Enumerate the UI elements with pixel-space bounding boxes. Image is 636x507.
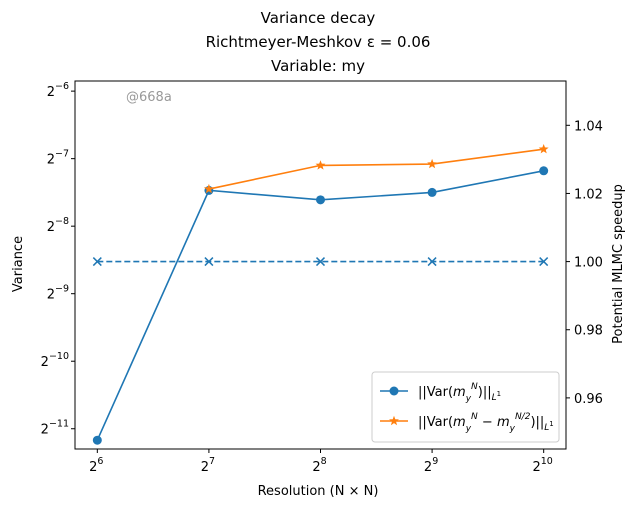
- legend-marker: [389, 386, 399, 396]
- data-point: [316, 195, 325, 205]
- left-y-tick-label: 2−11: [41, 419, 69, 438]
- legend-marker: [389, 415, 399, 426]
- data-point: [92, 435, 102, 445]
- left-y-tick-label: 2−8: [47, 216, 69, 235]
- title-line-1: Variance decay: [261, 9, 376, 27]
- x-tick-label: 210: [532, 456, 552, 475]
- series-1: [92, 166, 549, 445]
- x-tick-label: 29: [424, 456, 438, 475]
- legend-label-variance: ||Var(myN)||L1: [418, 382, 501, 404]
- data-point: [315, 257, 326, 267]
- right-y-tick-label: 1.00: [574, 256, 603, 271]
- legend-box: [371, 371, 560, 443]
- left-y-tick-label: 2−9: [47, 284, 69, 303]
- data-point: [203, 183, 214, 194]
- right-y-axis-label: Potential MLMC speedup: [611, 184, 626, 344]
- data-point: [315, 160, 326, 170]
- x-axis-label: Resolution (N × N): [258, 484, 379, 499]
- x-tick-label: 27: [201, 456, 215, 475]
- data-point: [204, 257, 214, 267]
- right-y-tick-label: 0.98: [574, 324, 603, 339]
- left-y-axis-label: Variance: [11, 236, 26, 292]
- watermark: @668a: [126, 90, 172, 105]
- data-point: [427, 158, 438, 169]
- right-y-tick-label: 0.96: [574, 392, 603, 407]
- data-point: [92, 257, 102, 267]
- left-y-tick-label: 2−6: [47, 81, 69, 100]
- x-tick-label: 26: [89, 456, 103, 475]
- data-point: [539, 166, 549, 176]
- chart-title: Variance decay Richtmeyer-Meshkov ε = 0.…: [206, 9, 431, 75]
- series-line: [208, 148, 544, 190]
- left-y-tick-label: 2−7: [47, 149, 69, 168]
- x-tick-label: 28: [312, 456, 326, 475]
- left-y-tick-label: 2−10: [41, 351, 69, 370]
- title-line-2: Richtmeyer-Meshkov ε = 0.06: [206, 33, 431, 51]
- series-3: [92, 257, 549, 267]
- series-2: [203, 144, 549, 194]
- data-point: [427, 257, 437, 267]
- title-line-3: Variable: my: [271, 57, 365, 75]
- data-point: [538, 144, 549, 154]
- right-y-tick-label: 1.04: [574, 119, 603, 134]
- data-point: [427, 187, 437, 197]
- legend-label-diff-variance: ||Var(myN − myN/2)||L1: [418, 412, 554, 434]
- data-point: [539, 257, 549, 267]
- legend: ||Var(myN)||L1 ||Var(myN − myN/2)||L1: [371, 371, 560, 443]
- right-y-tick-label: 1.02: [574, 187, 603, 202]
